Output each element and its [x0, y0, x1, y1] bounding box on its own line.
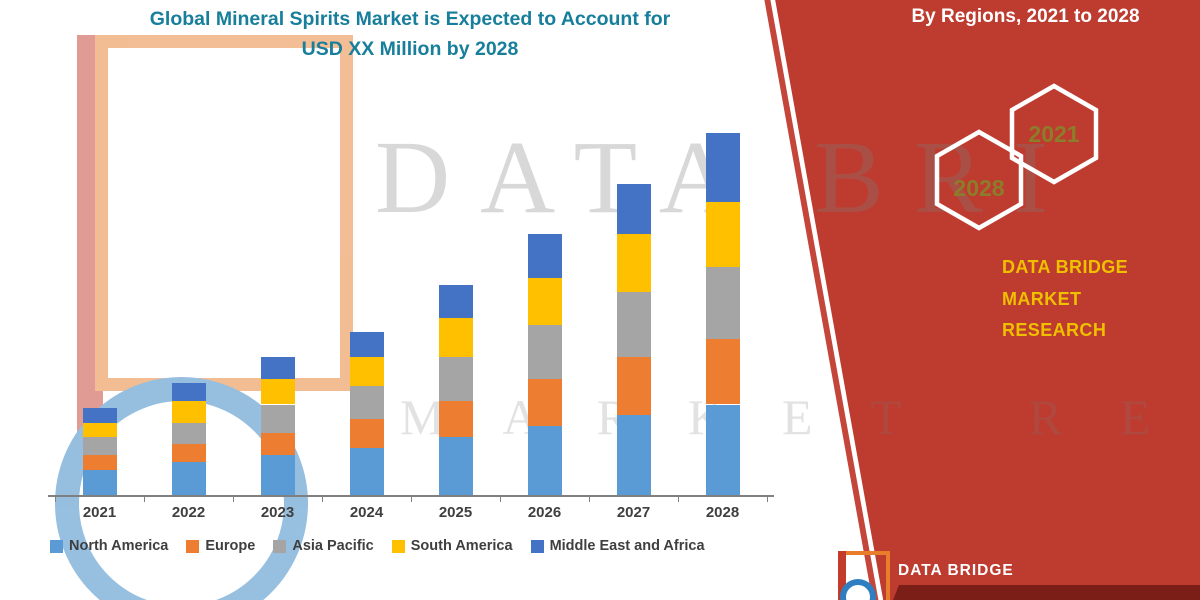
- x-axis-tick: [144, 497, 145, 502]
- bar-segment-south-america-2023: [260, 379, 295, 405]
- bar-segment-asia-pacific-2021: [82, 437, 117, 456]
- bar-segment-south-america-2027: [616, 234, 651, 293]
- legend-swatch: [186, 539, 200, 553]
- x-axis-tick: [500, 497, 501, 502]
- x-axis-tick: [233, 497, 234, 502]
- x-axis-tick: [322, 497, 323, 502]
- bar-segment-north-america-2022: [171, 462, 206, 495]
- brand-wordmark-line2: RESEARCH: [1002, 320, 1107, 340]
- footer-dark-strip: [893, 585, 1200, 600]
- year-hexagons: 2021 2028: [934, 83, 1099, 231]
- legend-item-middle-east-and-africa: Middle East and Africa: [530, 538, 705, 554]
- footer-logo-blue-ring: [840, 579, 876, 600]
- bar-segment-middle-east-and-africa-2027: [616, 183, 651, 235]
- bar-segment-south-america-2025: [438, 317, 473, 358]
- bar-segment-south-america-2026: [527, 277, 562, 325]
- bar-segment-middle-east-and-africa-2025: [438, 285, 473, 318]
- bar-segment-asia-pacific-2027: [616, 292, 651, 358]
- bar-segment-north-america-2021: [82, 469, 117, 495]
- hexagon-year-2021: 2021: [1028, 121, 1079, 147]
- hexagon-2028-outline: [934, 129, 1024, 231]
- bar-segment-asia-pacific-2026: [527, 324, 562, 380]
- x-axis-label-2026: 2026: [527, 504, 562, 521]
- bar-segment-europe-2023: [260, 433, 295, 456]
- brand-wordmark-line1: DATA BRIDGE MARKET: [1002, 257, 1129, 309]
- footer-logo-red-bar: [838, 551, 846, 600]
- bar-segment-north-america-2027: [616, 415, 651, 495]
- x-axis-label-2024: 2024: [349, 504, 384, 521]
- bar-segment-middle-east-and-africa-2023: [260, 357, 295, 380]
- bar-segment-middle-east-and-africa-2021: [82, 408, 117, 423]
- x-axis-label-2028: 2028: [705, 504, 740, 521]
- bar-segment-europe-2024: [349, 418, 384, 448]
- bar-segment-south-america-2022: [171, 400, 206, 423]
- bar-segment-europe-2028: [705, 339, 740, 405]
- bar-segment-europe-2021: [82, 455, 117, 470]
- legend-swatch: [50, 539, 63, 553]
- x-axis-label-2027: 2027: [616, 504, 651, 521]
- bar-segment-north-america-2023: [260, 455, 295, 495]
- bar-segment-middle-east-and-africa-2026: [527, 234, 562, 278]
- legend-label: Asia Pacific: [292, 538, 374, 554]
- bar-segment-north-america-2025: [438, 437, 473, 495]
- bar-segment-north-america-2028: [705, 404, 740, 495]
- x-axis-tick: [767, 497, 768, 502]
- x-axis-label-2022: 2022: [171, 504, 206, 521]
- legend-swatch: [391, 539, 405, 553]
- x-axis-tick: [55, 497, 56, 502]
- regions-subtitle: By Regions, 2021 to 2028: [911, 6, 1140, 27]
- chart-legend: North America Europe Asia Pacific South Ame…: [50, 538, 705, 554]
- chart-title: Global Mineral Spirits Market is Expecte…: [90, 4, 730, 64]
- bar-segment-asia-pacific-2024: [349, 386, 384, 419]
- bar-segment-europe-2027: [616, 357, 651, 416]
- bar-segment-asia-pacific-2022: [171, 422, 206, 445]
- bar-segment-asia-pacific-2028: [705, 266, 740, 340]
- bar-segment-north-america-2024: [349, 447, 384, 495]
- x-axis-tick: [589, 497, 590, 502]
- bar-segment-middle-east-and-africa-2024: [349, 332, 384, 358]
- bar-segment-south-america-2028: [705, 201, 740, 267]
- data-bridge-logo-icon: [838, 551, 890, 600]
- legend-label: Europe: [205, 538, 256, 554]
- watermark-text-row2: MARKET RE: [400, 389, 1200, 445]
- x-axis-label-2025: 2025: [438, 504, 473, 521]
- x-axis-label-2021: 2021: [82, 504, 117, 521]
- legend-swatch: [273, 539, 287, 553]
- chart-title-line1: Global Mineral Spirits Market is Expecte…: [149, 8, 671, 30]
- bar-segment-south-america-2021: [82, 422, 117, 438]
- bar-segment-europe-2022: [171, 444, 206, 463]
- legend-label: Middle East and Africa: [549, 538, 705, 554]
- bar-segment-asia-pacific-2025: [438, 357, 473, 401]
- footer-brand-text: DATA BRIDGE: [898, 562, 1014, 579]
- hexagon-2021-outline: [1009, 83, 1099, 185]
- hexagon-year-2028: 2028: [953, 175, 1004, 201]
- x-axis-label-2023: 2023: [260, 504, 295, 521]
- legend-label: South America: [410, 538, 513, 554]
- bar-segment-europe-2026: [527, 379, 562, 427]
- brand-wordmark: DATA BRIDGE MARKET RESEARCH: [1002, 252, 1200, 347]
- x-axis-tick: [678, 497, 679, 502]
- legend-item-europe: Europe: [186, 538, 255, 554]
- legend-item-asia-pacific: Asia Pacific: [273, 538, 374, 554]
- legend-swatch: [530, 539, 544, 553]
- bar-segment-asia-pacific-2023: [260, 404, 295, 434]
- x-axis-line: [48, 495, 774, 497]
- bar-segment-south-america-2024: [349, 357, 384, 387]
- bar-segment-middle-east-and-africa-2022: [171, 382, 206, 401]
- bar-segment-middle-east-and-africa-2028: [705, 133, 740, 202]
- bar-segment-north-america-2026: [527, 426, 562, 495]
- x-axis-tick: [411, 497, 412, 502]
- chart-title-line2: USD XX Million by 2028: [301, 38, 519, 61]
- legend-item-north-america: North America: [50, 538, 168, 554]
- bar-segment-europe-2025: [438, 400, 473, 438]
- legend-item-south-america: South America: [391, 538, 513, 554]
- legend-label: North America: [69, 538, 169, 554]
